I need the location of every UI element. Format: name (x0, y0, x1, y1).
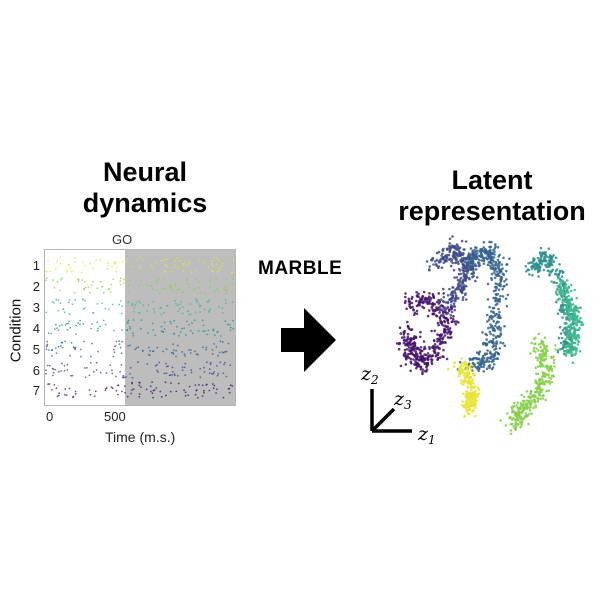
neural-dynamics-title-line1: Neural (102, 157, 188, 187)
condition-tick-7: 7 (32, 383, 40, 398)
x-tick-500: 500 (104, 409, 126, 424)
condition-tick-5: 5 (32, 342, 40, 357)
x-axis-label: Time (m.s.) (105, 429, 176, 445)
z1-axis-label: z1 (417, 423, 436, 447)
neural-dynamics-title: Neural dynamics (40, 157, 250, 219)
latent-title-line2: representation (398, 196, 586, 226)
condition-tick-6: 6 (32, 363, 40, 378)
go-period-shading (125, 250, 235, 405)
latent-point-cloud (395, 235, 585, 436)
latent-axes: z1 z2 z3 (360, 363, 436, 447)
condition-tick-1: 1 (32, 258, 40, 273)
condition-tick-4: 4 (32, 321, 40, 336)
marble-label: MARBLE (258, 258, 343, 279)
z3-axis-label: z3 (393, 388, 412, 412)
condition-tick-2: 2 (32, 279, 40, 294)
x-tick-0: 0 (46, 409, 54, 424)
latent-representation-title: Latent representation (372, 165, 600, 227)
go-label: GO (112, 232, 133, 247)
raster-spikes (45, 256, 235, 399)
z2-axis-label: z2 (360, 363, 379, 387)
neural-dynamics-title-line2: dynamics (82, 188, 208, 218)
latent-title-line1: Latent (451, 165, 533, 195)
z3-axis-line (370, 407, 396, 433)
condition-tick-3: 3 (32, 300, 40, 315)
right-arrow-icon (281, 308, 336, 372)
